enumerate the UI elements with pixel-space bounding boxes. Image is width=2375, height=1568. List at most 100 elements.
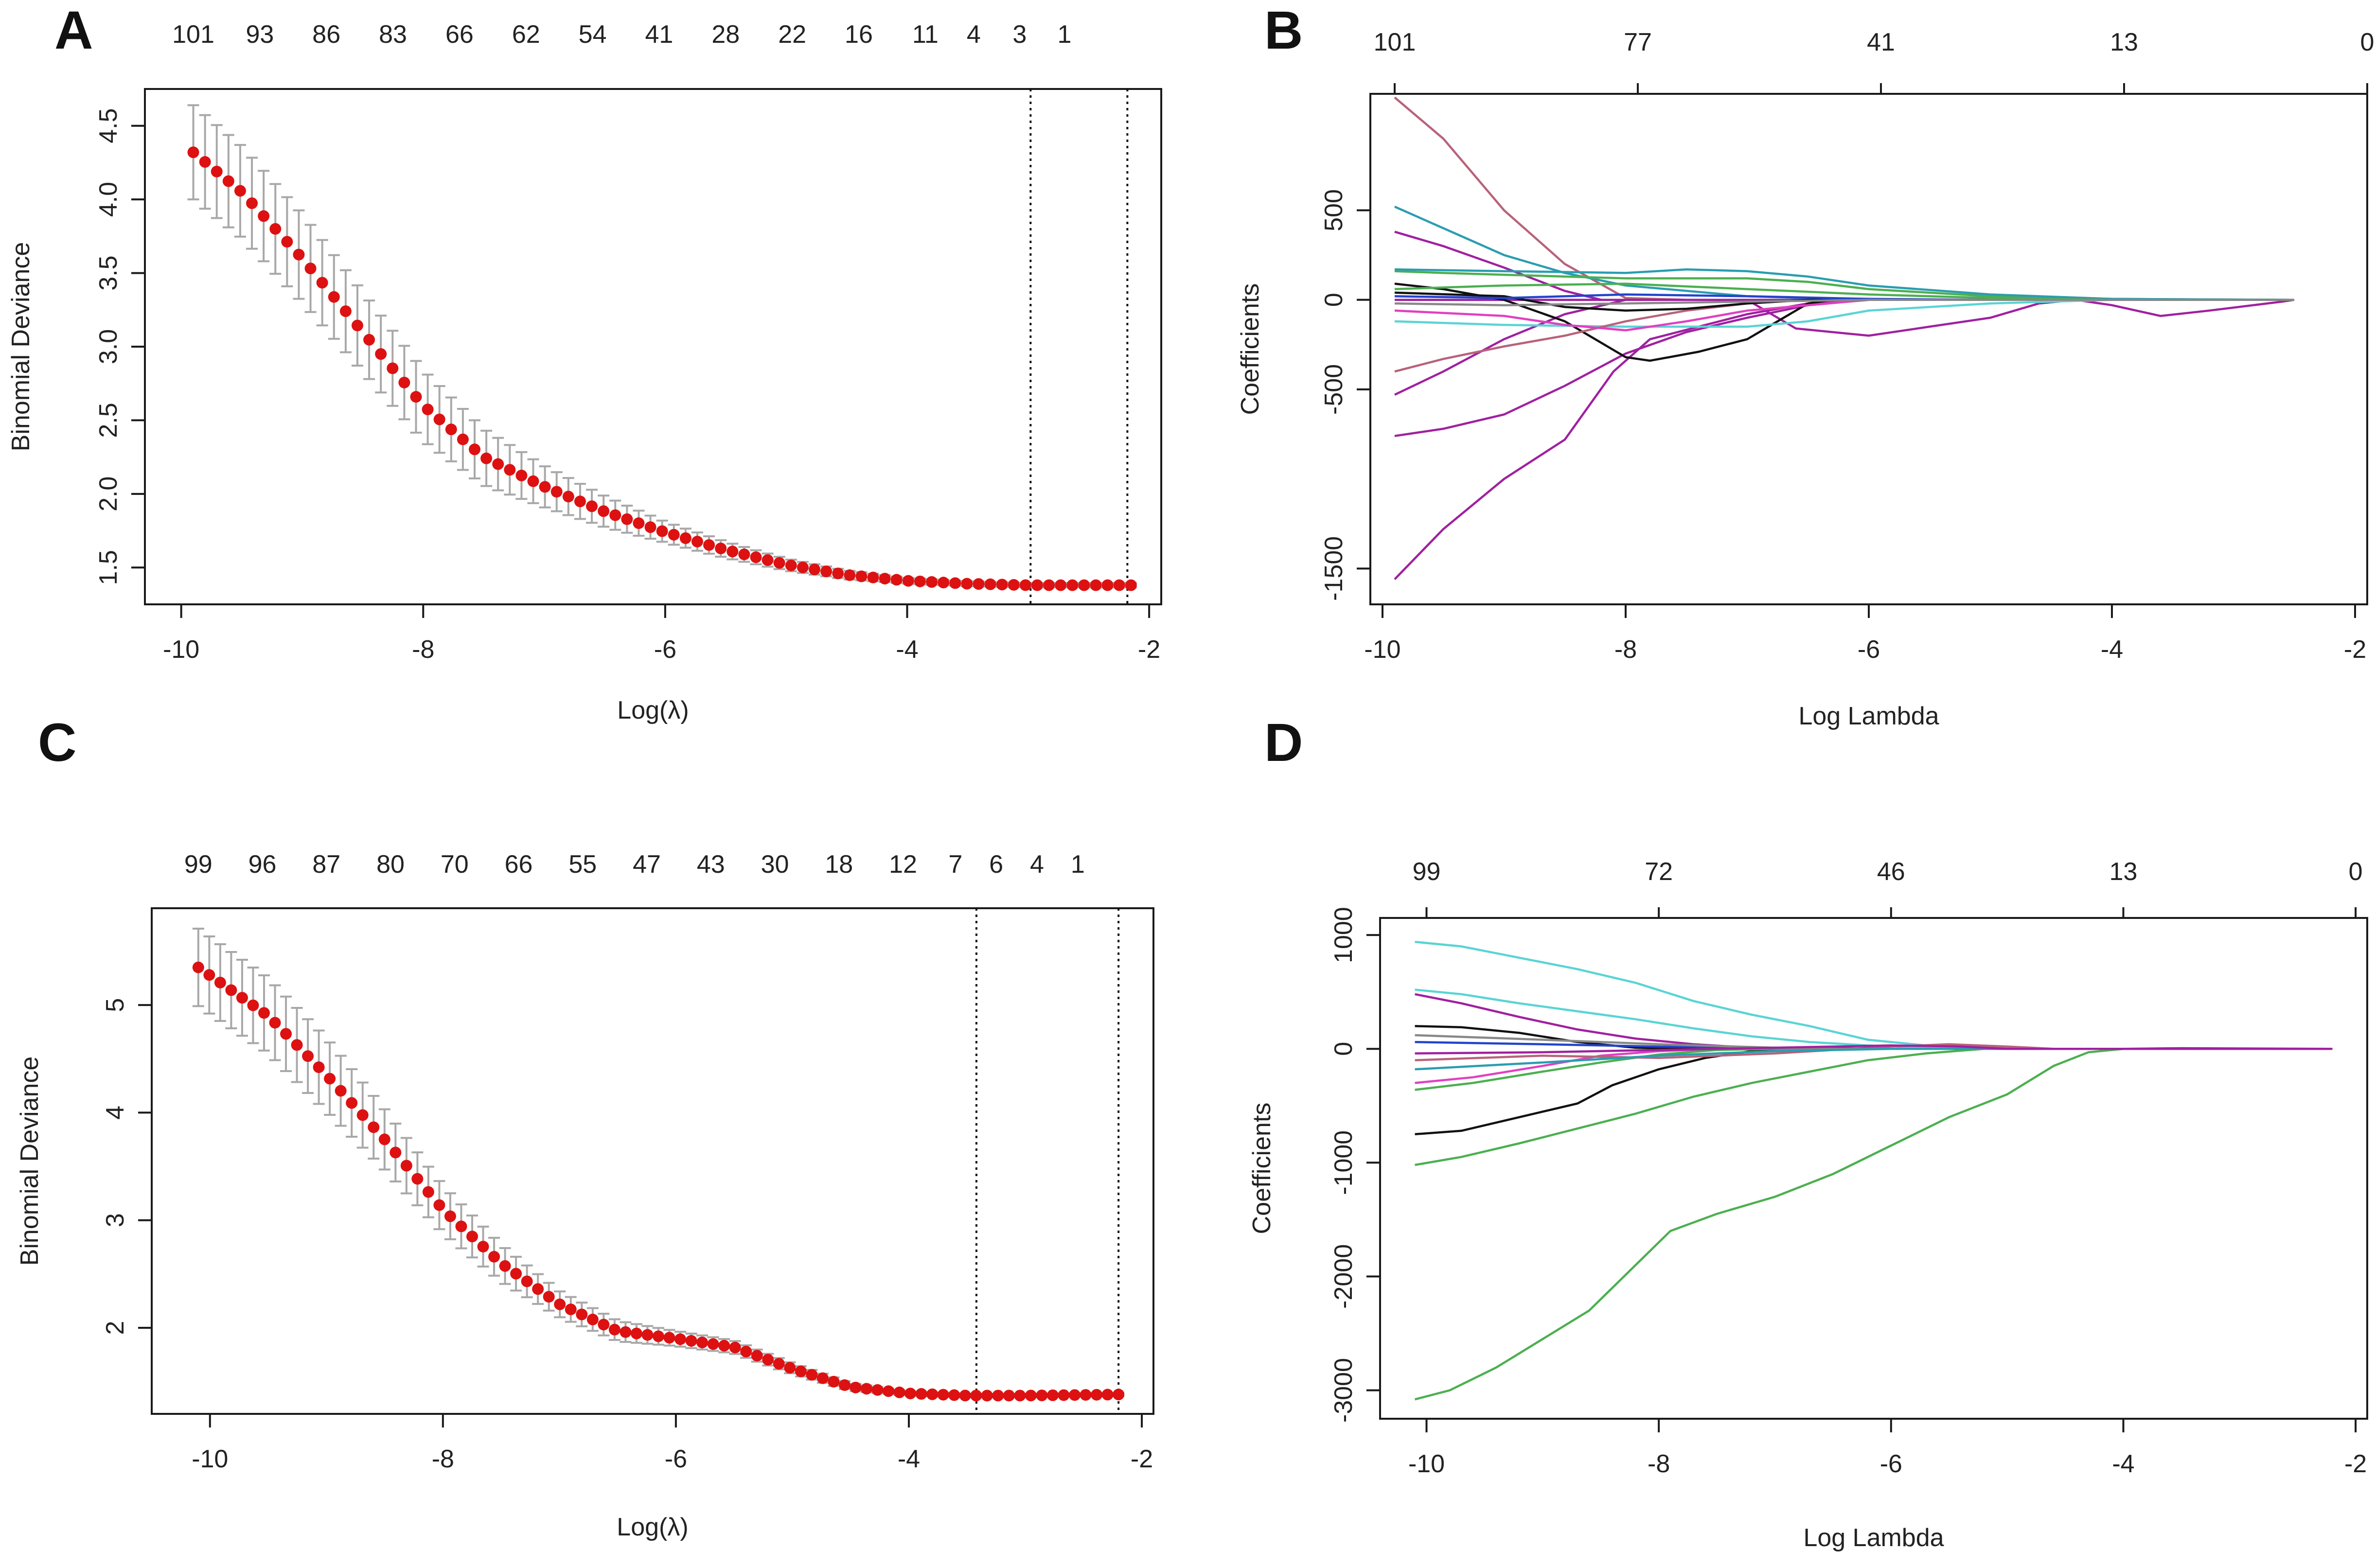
deviance-point-c [543,1291,555,1303]
deviance-point-c [1014,1390,1026,1402]
deviance-point-a [492,458,504,470]
panel-letter-d: D [1264,713,1303,773]
deviance-point-a [938,577,950,589]
deviance-point-c [893,1386,905,1398]
x-tick-label-c: -10 [192,1445,228,1473]
deviance-point-c [1025,1390,1037,1402]
deviance-point-c [477,1240,489,1252]
deviance-point-c [959,1390,971,1402]
y-axis-title-d: Coefficients [1248,1103,1276,1234]
y-axis-title-c: Binomial Deviance [16,1057,44,1266]
top-count-label-a: 3 [1012,20,1027,49]
deviance-point-a [750,551,762,564]
y-tick-label-d: -1000 [1329,1130,1358,1195]
deviance-point-a [844,569,856,581]
deviance-point-c [422,1186,434,1198]
x-tick-label-a: -2 [1138,635,1160,664]
deviance-point-c [740,1345,752,1357]
deviance-point-c [554,1298,566,1310]
deviance-point-c [565,1304,577,1316]
deviance-point-c [773,1357,785,1370]
deviance-point-a [762,554,774,566]
deviance-point-a [398,376,410,388]
coef-path-d-d2 [1415,1047,2333,1166]
deviance-point-c [499,1260,511,1272]
deviance-point-c [455,1220,467,1233]
y-tick-label-d: 0 [1329,1042,1358,1056]
deviance-point-a [234,185,246,197]
deviance-point-a [304,263,317,275]
deviance-point-c [816,1372,829,1384]
deviance-point-c [324,1073,336,1085]
x-tick-label-a: -8 [412,635,434,664]
deviance-point-c [937,1389,949,1401]
deviance-point-a [855,570,868,582]
deviance-point-c [214,976,226,988]
deviance-point-a [586,500,598,512]
deviance-point-c [806,1369,818,1381]
top-count-label-a: 1 [1057,20,1071,49]
top-count-label-c: 43 [697,850,725,879]
deviance-point-c [411,1173,424,1185]
deviance-point-c [203,969,215,981]
deviance-point-a [715,542,727,554]
deviance-point-a [727,546,739,558]
deviance-point-c [586,1313,599,1325]
panel-a: -10 -8 -6 -4 -2 1.5 2.0 2.5 3.0 3.5 4.0 4.5 101 93 86 8… [7,20,1162,724]
top-count-label-d: 72 [1645,858,1673,886]
coef-path-d-d13 [1415,1047,2333,1071]
deviance-point-c [1091,1389,1103,1401]
x-axis-title-c: Log(λ) [617,1513,688,1541]
deviance-point-c [598,1319,610,1331]
top-count-label-d: 13 [2109,858,2138,886]
deviance-point-c [641,1329,654,1341]
x-axis-title-b: Log Lambda [1798,702,1939,730]
deviance-point-a [375,348,387,360]
deviance-point-a [996,579,1008,591]
deviance-point-c [828,1375,840,1388]
deviance-point-c [521,1275,533,1287]
top-count-label-a: 101 [172,20,214,49]
deviance-point-a [926,576,938,588]
deviance-point-a [445,423,457,436]
x-tick-label-a: -6 [654,635,676,664]
deviance-point-c [850,1381,862,1393]
coef-path-d-d14 [1415,1044,2333,1055]
deviance-point-a [879,573,891,585]
deviance-point-c [258,1007,270,1019]
deviance-point-a [316,277,328,289]
coef-path-d-d9 [1415,1047,2333,1091]
deviance-point-a [1019,579,1031,591]
deviance-point-a [293,248,305,261]
coef-path-b-s1 [1394,96,2294,301]
top-count-label-c: 80 [376,850,405,879]
deviance-point-c [433,1199,445,1211]
deviance-point-c [378,1133,390,1145]
deviance-point-c [313,1061,325,1074]
x-tick-label-c: -4 [898,1445,920,1473]
coef-path-b-s11 [1394,299,2294,328]
deviance-point-a [504,464,516,476]
deviance-point-c [861,1383,873,1395]
y-axis-title-a: Binomial Deviance [7,242,35,452]
top-count-label-a: 66 [445,20,474,49]
deviance-point-a [984,578,996,590]
deviance-point-c [335,1085,347,1097]
deviance-point-a [679,532,691,544]
deviance-point-c [488,1251,500,1263]
coef-path-b-s7 [1395,299,2295,337]
top-count-label-c: 70 [441,850,469,879]
deviance-point-c [1101,1389,1114,1401]
plot-frame-d [1379,917,2368,1420]
top-count-label-a: 22 [778,20,806,49]
x-tick-label-a: -10 [163,635,199,664]
deviance-point-c [685,1335,697,1347]
panel-letter-c: C [38,713,76,773]
coef-path-b-s14 [1394,299,2294,332]
deviance-point-c [400,1160,412,1172]
deviance-point-a [258,210,270,222]
deviance-point-a [269,223,282,235]
deviance-point-a [363,334,375,346]
top-count-label-c: 47 [633,850,661,879]
top-count-label-a: 93 [246,20,274,49]
